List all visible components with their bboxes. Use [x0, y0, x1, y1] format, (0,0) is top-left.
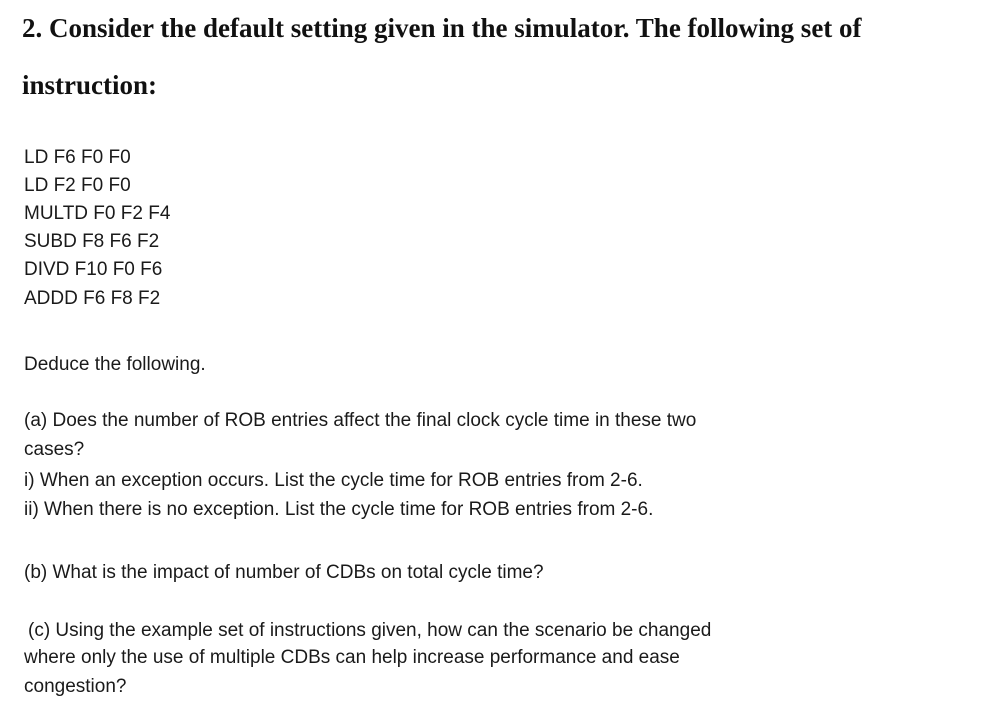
part-a-line2: cases? [24, 439, 85, 460]
instruction-line: DIVD F10 F0 F6 [24, 259, 163, 280]
instruction-line: MULTD F0 F2 F4 [24, 203, 171, 224]
question-heading-line1: 2. Consider the default setting given in… [22, 13, 862, 43]
instruction-line: SUBD F8 F6 F2 [24, 231, 160, 252]
instruction-line: LD F6 F0 F0 [24, 147, 131, 168]
part-c-line1: (c) Using the example set of instruction… [28, 620, 712, 641]
intro-text: Deduce the following. [24, 354, 206, 375]
part-a-line1: (a) Does the number of ROB entries affec… [24, 410, 697, 431]
part-a-i: i) When an exception occurs. List the cy… [24, 470, 643, 491]
instruction-line: ADDD F6 F8 F2 [24, 288, 161, 309]
part-a-ii: ii) When there is no exception. List the… [24, 499, 654, 520]
part-b: (b) What is the impact of number of CDBs… [24, 562, 544, 583]
instruction-line: LD F2 F0 F0 [24, 175, 131, 196]
part-c-line3: congestion? [24, 676, 127, 697]
part-c-line2: where only the use of multiple CDBs can … [24, 647, 680, 668]
question-heading-line2: instruction: [22, 70, 157, 100]
